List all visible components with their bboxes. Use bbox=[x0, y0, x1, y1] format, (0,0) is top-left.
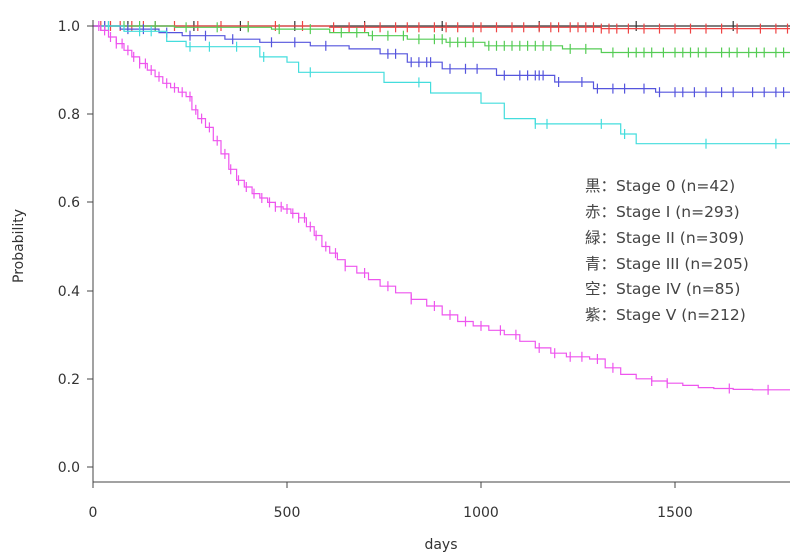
y-tick-label: 0.4 bbox=[58, 284, 80, 300]
x-tick-label: 500 bbox=[274, 505, 301, 521]
x-axis-title: days bbox=[424, 537, 457, 553]
legend: 黒：Stage 0 (n=42) 赤：Stage I (n=293) 緑：Sta… bbox=[585, 177, 749, 324]
y-axis-title: Probability bbox=[11, 209, 27, 283]
survival-curve-4 bbox=[93, 25, 790, 145]
survival-curve-2 bbox=[93, 25, 790, 54]
legend-entry-stage-iii: 青：Stage III (n=205) bbox=[585, 255, 749, 273]
legend-entry-stage-v: 紫：Stage V (n=212) bbox=[585, 306, 746, 324]
survival-curve-3 bbox=[93, 25, 790, 93]
legend-entry-stage-i: 赤：Stage I (n=293) bbox=[585, 203, 740, 221]
survival-curve-5 bbox=[93, 25, 790, 391]
legend-entry-stage-iv: 空：Stage IV (n=85) bbox=[585, 280, 740, 298]
x-tick-label: 1000 bbox=[463, 505, 499, 521]
plot-lines bbox=[93, 21, 790, 395]
x-axis-ticks: 0 500 1000 1500 bbox=[89, 482, 693, 521]
y-tick-label: 1.0 bbox=[58, 19, 80, 35]
x-tick-label: 0 bbox=[89, 505, 98, 521]
x-tick-label: 1500 bbox=[657, 505, 693, 521]
y-tick-label: 0.8 bbox=[58, 107, 80, 123]
y-axis-ticks: 0.0 0.2 0.4 0.6 0.8 1.0 bbox=[58, 19, 93, 476]
y-tick-label: 0.2 bbox=[58, 372, 80, 388]
legend-entry-stage-ii: 緑：Stage II (n=309) bbox=[585, 229, 744, 247]
y-tick-label: 0.6 bbox=[58, 195, 80, 211]
legend-entry-stage-0: 黒：Stage 0 (n=42) bbox=[585, 177, 735, 195]
y-tick-label: 0.0 bbox=[58, 460, 80, 476]
